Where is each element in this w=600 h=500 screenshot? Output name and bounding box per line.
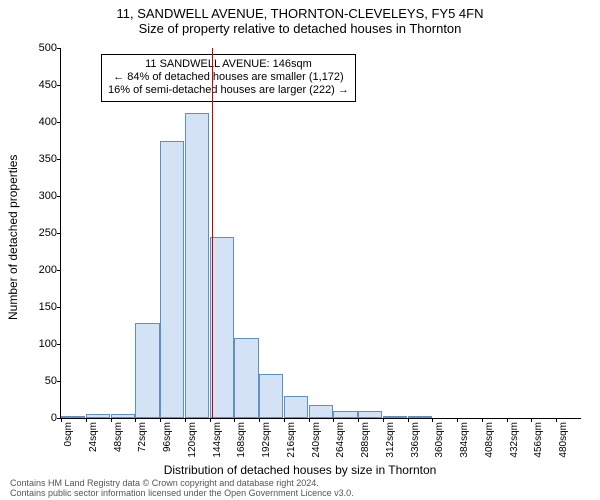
x-tick-mark xyxy=(309,418,310,422)
x-tick-label: 288sqm xyxy=(360,422,371,458)
x-tick-label: 408sqm xyxy=(484,422,495,458)
x-tick-label: 432sqm xyxy=(509,422,520,458)
footer-attribution: Contains HM Land Registry data © Crown c… xyxy=(10,479,354,499)
x-tick-mark xyxy=(531,418,532,422)
y-tick-mark xyxy=(57,85,61,86)
y-tick-mark xyxy=(57,122,61,123)
x-tick-label: 72sqm xyxy=(137,422,148,452)
x-tick-mark xyxy=(86,418,87,422)
x-tick-label: 216sqm xyxy=(286,422,297,458)
x-tick-mark xyxy=(507,418,508,422)
annotation-line3: 16% of semi-detached houses are larger (… xyxy=(108,84,349,97)
x-tick-mark xyxy=(383,418,384,422)
annotation-line2: ← 84% of detached houses are smaller (1,… xyxy=(108,71,349,84)
x-tick-label: 456sqm xyxy=(533,422,544,458)
x-tick-mark xyxy=(234,418,235,422)
histogram-bar xyxy=(358,411,382,418)
x-tick-mark xyxy=(482,418,483,422)
x-tick-label: 336sqm xyxy=(410,422,421,458)
x-tick-label: 144sqm xyxy=(212,422,223,458)
x-tick-label: 384sqm xyxy=(459,422,470,458)
reference-line xyxy=(212,48,213,418)
histogram-bar xyxy=(111,414,135,418)
histogram-bar xyxy=(259,374,283,418)
y-tick-mark xyxy=(57,159,61,160)
y-tick-mark xyxy=(57,270,61,271)
x-tick-mark xyxy=(185,418,186,422)
histogram-bar xyxy=(160,141,184,419)
x-tick-label: 264sqm xyxy=(335,422,346,458)
histogram-bar xyxy=(86,414,110,418)
x-tick-label: 0sqm xyxy=(63,422,74,446)
histogram-bar xyxy=(383,416,407,418)
x-tick-label: 120sqm xyxy=(187,422,198,458)
x-tick-mark xyxy=(61,418,62,422)
x-tick-label: 192sqm xyxy=(261,422,272,458)
x-tick-label: 168sqm xyxy=(236,422,247,458)
chart-title: 11, SANDWELL AVENUE, THORNTON-CLEVELEYS,… xyxy=(0,0,600,21)
x-tick-mark xyxy=(358,418,359,422)
x-tick-mark xyxy=(333,418,334,422)
x-tick-mark xyxy=(556,418,557,422)
x-tick-mark xyxy=(457,418,458,422)
histogram-bar xyxy=(333,411,357,418)
histogram-bar xyxy=(185,113,209,418)
x-tick-mark xyxy=(160,418,161,422)
x-tick-mark xyxy=(284,418,285,422)
x-tick-label: 96sqm xyxy=(162,422,173,452)
chart-plot-area: 11 SANDWELL AVENUE: 146sqm ← 84% of deta… xyxy=(60,48,581,419)
x-tick-label: 240sqm xyxy=(311,422,322,458)
histogram-bar xyxy=(284,396,308,418)
annotation-box: 11 SANDWELL AVENUE: 146sqm ← 84% of deta… xyxy=(101,54,356,102)
x-axis-label: Distribution of detached houses by size … xyxy=(0,463,600,477)
x-tick-label: 48sqm xyxy=(113,422,124,452)
x-tick-mark xyxy=(432,418,433,422)
histogram-bar xyxy=(210,237,234,418)
x-tick-label: 24sqm xyxy=(88,422,99,452)
histogram-bar xyxy=(61,416,85,418)
footer-line2: Contains public sector information licen… xyxy=(10,489,354,499)
y-axis-label: Number of detached properties xyxy=(6,155,20,320)
y-tick-mark xyxy=(57,233,61,234)
histogram-bar xyxy=(234,338,258,418)
x-tick-mark xyxy=(111,418,112,422)
y-tick-mark xyxy=(57,381,61,382)
x-tick-label: 312sqm xyxy=(385,422,396,458)
y-tick-mark xyxy=(57,307,61,308)
x-tick-label: 360sqm xyxy=(434,422,445,458)
x-tick-mark xyxy=(135,418,136,422)
x-tick-mark xyxy=(210,418,211,422)
y-tick-mark xyxy=(57,48,61,49)
y-tick-mark xyxy=(57,344,61,345)
chart-subtitle: Size of property relative to detached ho… xyxy=(0,21,600,36)
annotation-line1: 11 SANDWELL AVENUE: 146sqm xyxy=(108,58,349,71)
x-tick-mark xyxy=(408,418,409,422)
y-tick-mark xyxy=(57,196,61,197)
x-tick-mark xyxy=(259,418,260,422)
histogram-bar xyxy=(408,416,432,418)
x-tick-label: 480sqm xyxy=(558,422,569,458)
histogram-bar xyxy=(309,405,333,418)
histogram-bar xyxy=(135,323,159,418)
